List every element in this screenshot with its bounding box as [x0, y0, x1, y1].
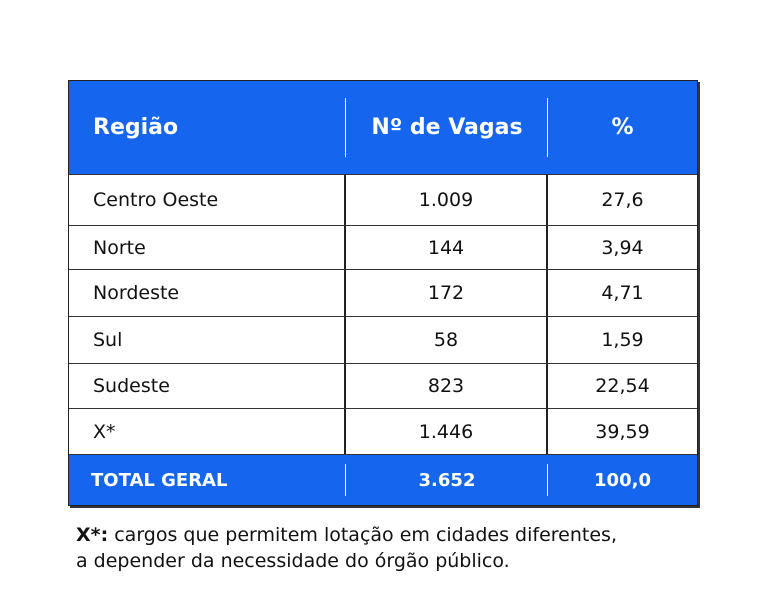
footnote-line: X*: cargos que permitem lotação em cidad…	[76, 522, 617, 548]
footnote-line: a depender da necessidade do órgão públi…	[76, 550, 510, 572]
body-row: Nordeste 172 4,71	[69, 269, 697, 316]
body-row-cell: Centro Oeste	[69, 175, 346, 225]
total-row-cell: 100,0	[594, 469, 651, 491]
body-row-cell: Norte	[69, 226, 346, 269]
body-row-cell: 144	[346, 226, 548, 269]
total-row-cell: TOTAL GERAL	[69, 455, 346, 505]
body-row-cell: X*	[69, 409, 346, 454]
footnote-label: X*:	[76, 524, 109, 546]
body-row-cell: 1.009	[346, 175, 548, 225]
body-row-cell: 4,71	[601, 282, 644, 304]
body-row-cell: 3,94	[601, 236, 644, 259]
body-row: Sul 58 1,59	[69, 316, 697, 363]
body-row-cell: 39,59	[595, 420, 650, 443]
body-row-cell: Sudeste	[69, 364, 346, 408]
body-row-cell: Sul	[69, 317, 346, 363]
body-row-cell: 22,54	[595, 375, 650, 397]
body-row: Norte 144 3,94	[69, 225, 697, 269]
total-row: TOTAL GERAL 3.652 100,0	[69, 454, 697, 505]
body-row-cell: 1,59	[601, 329, 644, 351]
body-row-cell: 27,6	[601, 189, 644, 211]
header-row-cell: %	[611, 115, 634, 140]
header-row: Região Nº de Vagas%	[69, 81, 697, 174]
body-row: Sudeste 823 22,54	[69, 363, 697, 408]
body-row: X* 1.446 39,59	[69, 408, 697, 454]
body-row-cell: Nordeste	[69, 270, 346, 316]
body-row-cell: 58	[346, 317, 548, 363]
footnote-text: cargos que permitem lotação em cidades d…	[114, 524, 617, 546]
total-row-cell: 3.652	[346, 455, 548, 505]
header-row-cell: Região	[69, 81, 346, 174]
body-row-cell: 823	[346, 364, 548, 408]
header-row-cell: Nº de Vagas	[346, 81, 548, 174]
footnote: X*: cargos que permitem lotação em cidad…	[76, 522, 617, 574]
body-row-cell: 1.446	[346, 409, 548, 454]
table: Região Nº de Vagas% Centro Oeste 1.009 27,6 N…	[68, 80, 698, 506]
body-row-cell: 172	[346, 270, 548, 316]
body-row: Centro Oeste 1.009 27,6	[69, 174, 697, 225]
